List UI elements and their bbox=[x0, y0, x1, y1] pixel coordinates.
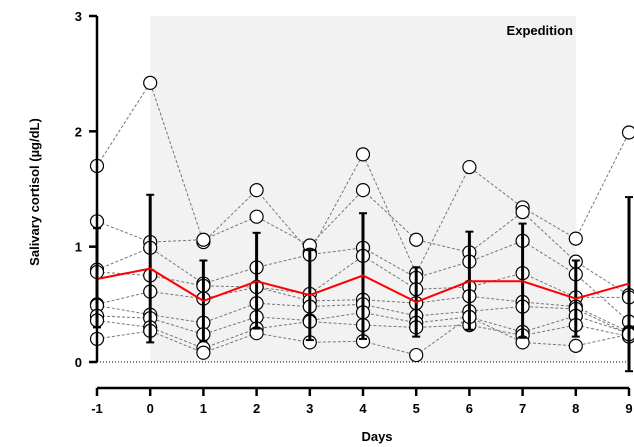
mean-line bbox=[96, 267, 630, 304]
subject-1-point-1 bbox=[143, 75, 158, 90]
x-tick-label-7: 7 bbox=[519, 401, 526, 416]
subject-9-point-6 bbox=[409, 347, 424, 363]
subject-1-point-7 bbox=[462, 159, 477, 175]
subject-2-point-6 bbox=[409, 232, 424, 247]
subject-line-1 bbox=[96, 81, 630, 275]
x-tick-label-6: 6 bbox=[466, 401, 473, 416]
x-tick-label-2: 2 bbox=[253, 401, 260, 416]
x-tick-label-8: 8 bbox=[572, 401, 579, 416]
x-tick-label-1: 1 bbox=[200, 401, 207, 416]
subject-2-point-3 bbox=[249, 209, 264, 224]
y-tick-label-1: 1 bbox=[75, 240, 82, 255]
x-axis-title: Days bbox=[361, 429, 392, 444]
x-tick-label-3: 3 bbox=[306, 401, 313, 416]
y-tick-label-2: 2 bbox=[75, 124, 82, 139]
y-axis-title: Salivary cortisol (µg/dL) bbox=[27, 118, 42, 266]
x-tick-label-0: 0 bbox=[147, 401, 154, 416]
subject-9-point-2 bbox=[196, 345, 211, 360]
subject-2-point-2 bbox=[196, 232, 211, 247]
subject-1-point-3 bbox=[249, 183, 264, 198]
expedition-label: Expedition bbox=[507, 23, 574, 38]
subject-2-point-8 bbox=[515, 204, 530, 220]
subject-1-point-5 bbox=[355, 147, 371, 162]
axes: 0 1 2 3 -1 0 1 2 3 4 5 6 7 8 9 bbox=[75, 9, 633, 416]
y-tick-label-3: 3 bbox=[75, 9, 82, 24]
subject-2-point-5 bbox=[355, 183, 371, 198]
mean-series-group bbox=[93, 193, 633, 373]
x-tick-label-9: 9 bbox=[625, 401, 632, 416]
x-tick-label-4: 4 bbox=[359, 401, 367, 416]
subject-line-8 bbox=[96, 320, 630, 349]
x-tick-label--1: -1 bbox=[91, 401, 103, 416]
x-tick-label-5: 5 bbox=[413, 401, 420, 416]
subject-9-point-9 bbox=[568, 338, 583, 353]
subject-line-4 bbox=[96, 255, 629, 298]
subject-1-point-9 bbox=[568, 231, 583, 246]
subject-1-point-10 bbox=[621, 125, 634, 140]
y-tick-label-0: 0 bbox=[75, 355, 82, 370]
